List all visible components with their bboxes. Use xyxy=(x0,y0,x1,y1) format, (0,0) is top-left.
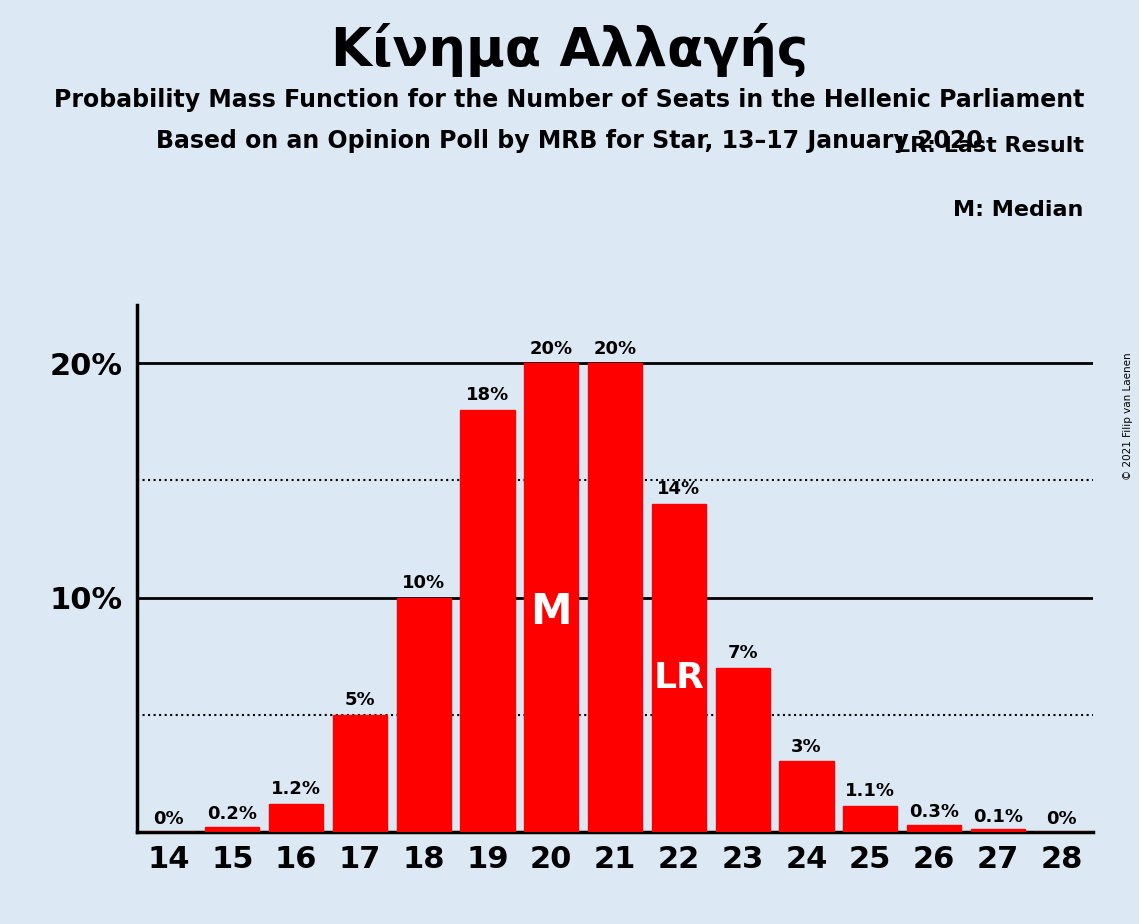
Text: 18%: 18% xyxy=(466,386,509,405)
Bar xyxy=(333,714,387,832)
Text: 5%: 5% xyxy=(345,691,375,709)
Text: 20%: 20% xyxy=(530,340,573,358)
Text: Κίνημα Αλλαγής: Κίνημα Αλλαγής xyxy=(331,23,808,77)
Bar xyxy=(652,504,706,832)
Bar xyxy=(460,410,515,832)
Text: Based on an Opinion Poll by MRB for Star, 13–17 January 2020: Based on an Opinion Poll by MRB for Star… xyxy=(156,129,983,153)
Bar xyxy=(843,806,898,832)
Text: 10%: 10% xyxy=(402,574,445,591)
Bar xyxy=(205,827,260,832)
Text: 0%: 0% xyxy=(154,810,183,828)
Bar xyxy=(779,761,834,832)
Bar xyxy=(715,668,770,832)
Text: 7%: 7% xyxy=(728,644,757,662)
Text: 1.2%: 1.2% xyxy=(271,780,321,797)
Text: Probability Mass Function for the Number of Seats in the Hellenic Parliament: Probability Mass Function for the Number… xyxy=(55,88,1084,112)
Bar xyxy=(907,824,961,832)
Text: 1.1%: 1.1% xyxy=(845,782,895,800)
Text: 0.1%: 0.1% xyxy=(973,808,1023,826)
Text: 0%: 0% xyxy=(1047,810,1076,828)
Bar xyxy=(524,363,579,832)
Text: M: M xyxy=(531,590,572,633)
Text: M: Median: M: Median xyxy=(953,200,1084,220)
Text: © 2021 Filip van Laenen: © 2021 Filip van Laenen xyxy=(1123,352,1133,480)
Text: 0.2%: 0.2% xyxy=(207,806,257,823)
Bar xyxy=(396,598,451,832)
Text: 14%: 14% xyxy=(657,480,700,498)
Bar xyxy=(970,829,1025,832)
Text: 0.3%: 0.3% xyxy=(909,803,959,821)
Text: LR: Last Result: LR: Last Result xyxy=(896,137,1084,156)
Bar xyxy=(588,363,642,832)
Bar xyxy=(269,804,323,832)
Text: 3%: 3% xyxy=(792,737,821,756)
Text: 20%: 20% xyxy=(593,340,637,358)
Text: LR: LR xyxy=(654,661,704,695)
